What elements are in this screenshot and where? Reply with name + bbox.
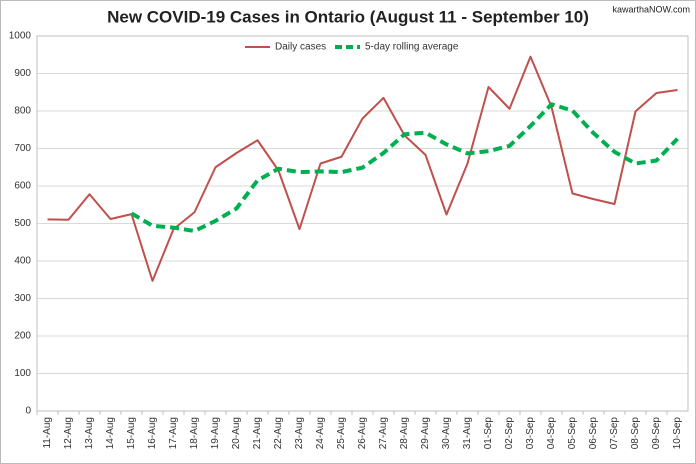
y-tick-label: 0 — [25, 406, 31, 417]
y-tick-label: 100 — [14, 368, 31, 379]
x-tick-label: 31-Aug — [462, 417, 473, 449]
y-tick-label: 500 — [14, 218, 31, 229]
x-tick-label: 09-Sep — [651, 417, 662, 450]
x-tick-label: 17-Aug — [168, 417, 179, 449]
x-tick-label: 01-Sep — [483, 417, 494, 450]
x-tick-label: 08-Sep — [630, 417, 641, 450]
y-tick-label: 800 — [14, 106, 31, 117]
plot-border — [36, 35, 689, 412]
x-tick-label: 11-Aug — [42, 417, 53, 449]
x-tick-label: 13-Aug — [84, 417, 95, 449]
x-tick-label: 14-Aug — [105, 417, 116, 449]
x-tick-label: 21-Aug — [252, 417, 263, 449]
series-line — [130, 102, 679, 233]
y-tick-label: 600 — [14, 181, 31, 192]
y-tick-label: 900 — [14, 68, 31, 79]
x-tick-label: 19-Aug — [210, 417, 221, 449]
y-tick-label: 400 — [14, 256, 31, 267]
y-tick-label: 700 — [14, 143, 31, 154]
x-tick-label: 10-Sep — [672, 417, 683, 450]
x-tick-label: 16-Aug — [147, 417, 158, 449]
x-tick-label: 07-Sep — [609, 417, 620, 450]
legend-label: 5-day rolling average — [365, 42, 459, 53]
series-line — [47, 55, 678, 282]
x-tick-label: 29-Aug — [420, 417, 431, 449]
x-tick-label: 22-Aug — [273, 417, 284, 449]
watermark: kawarthaNOW.com — [612, 4, 690, 14]
x-tick-label: 24-Aug — [315, 417, 326, 449]
x-tick-label: 28-Aug — [399, 417, 410, 449]
y-tick-label: 200 — [14, 331, 31, 342]
x-tick-label: 30-Aug — [441, 417, 452, 449]
x-tick-label: 18-Aug — [189, 417, 200, 449]
x-tick-label: 26-Aug — [357, 417, 368, 449]
chart-title: New COVID-19 Cases in Ontario (August 11… — [107, 7, 589, 26]
x-tick-label: 25-Aug — [336, 417, 347, 449]
x-tick-label: 20-Aug — [231, 417, 242, 449]
x-tick-label: 23-Aug — [294, 417, 305, 449]
legend-label: Daily cases — [275, 42, 326, 53]
x-tick-label: 12-Aug — [63, 417, 74, 449]
x-tick-label: 04-Sep — [546, 417, 557, 450]
x-tick-label: 03-Sep — [525, 417, 536, 450]
y-tick-label: 300 — [14, 293, 31, 304]
x-tick-label: 02-Sep — [504, 417, 515, 450]
x-tick-label: 05-Sep — [567, 417, 578, 450]
x-tick-label: 15-Aug — [126, 417, 137, 449]
y-tick-label: 1000 — [9, 31, 32, 42]
x-tick-label: 06-Sep — [588, 417, 599, 450]
x-tick-label: 27-Aug — [378, 417, 389, 449]
